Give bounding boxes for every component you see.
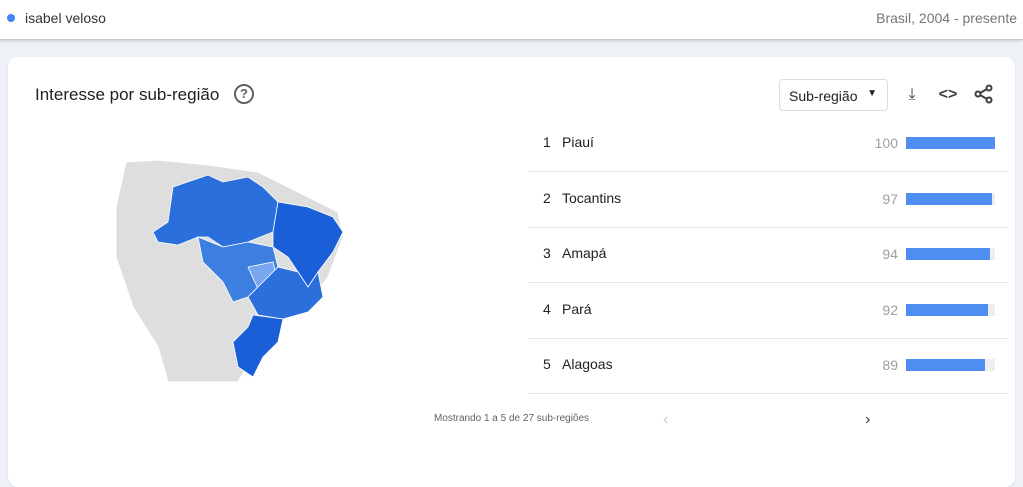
caret-down-icon: ▼ xyxy=(867,88,877,99)
row-rank: 5 xyxy=(543,356,551,372)
region-row[interactable]: 5 Alagoas 89 xyxy=(528,338,1008,394)
region-row[interactable]: 2 Tocantins 97 xyxy=(528,172,1008,228)
row-region-name: Piauí xyxy=(562,134,594,150)
share-icon[interactable] xyxy=(973,84,995,106)
top-bar: isabel veloso Brasil, 2004 - presente xyxy=(0,0,1023,40)
row-bar-fill xyxy=(906,192,993,205)
region-interest-card: Interesse por sub-região ? Sub-região ▼ ⤓… xyxy=(8,57,1015,487)
row-bar-fill xyxy=(906,359,986,371)
previous-page-icon[interactable]: ‹ xyxy=(663,411,669,428)
resolution-dropdown[interactable]: Sub-região ▼ xyxy=(779,79,888,111)
map-region-south[interactable] xyxy=(232,314,284,378)
row-rank: 2 xyxy=(543,189,551,206)
download-icon[interactable]: ⤓ xyxy=(908,86,916,103)
region-row[interactable]: 4 Pará 92 xyxy=(528,283,1008,339)
term-color-dot xyxy=(7,14,15,22)
embed-icon[interactable]: <> xyxy=(938,86,958,103)
row-rank: 1 xyxy=(543,134,551,150)
row-bar-fill xyxy=(906,248,990,260)
row-bar-track xyxy=(906,303,995,316)
row-bar-track xyxy=(906,248,995,260)
map-region-southeast[interactable] xyxy=(247,266,324,320)
row-value: 97 xyxy=(882,190,898,207)
row-region-name: Tocantins xyxy=(562,189,622,206)
brazil-map[interactable] xyxy=(108,152,368,392)
row-value: 89 xyxy=(882,357,898,373)
dropdown-label: Sub-região xyxy=(789,88,858,104)
row-bar-track xyxy=(906,192,995,205)
row-bar-track xyxy=(906,137,995,149)
pagination-text: Mostrando 1 a 5 de 27 sub-regiões xyxy=(433,413,590,424)
row-rank: 3 xyxy=(543,245,551,261)
card-title: Interesse por sub-região xyxy=(35,85,220,104)
row-value: 100 xyxy=(874,135,898,151)
row-value: 92 xyxy=(882,301,898,318)
row-bar-fill xyxy=(906,137,995,149)
help-icon[interactable]: ? xyxy=(234,84,254,104)
row-region-name: Alagoas xyxy=(562,356,613,372)
region-row[interactable]: 3 Amapá 94 xyxy=(528,227,1008,283)
search-term[interactable]: isabel veloso xyxy=(25,10,106,26)
row-rank: 4 xyxy=(543,300,551,317)
scope-label: Brasil, 2004 - presente xyxy=(876,10,1017,26)
row-region-name: Amapá xyxy=(562,245,607,261)
row-value: 94 xyxy=(882,246,898,262)
next-page-icon[interactable]: › xyxy=(865,411,871,428)
row-bar-track xyxy=(906,359,995,371)
region-row[interactable]: 1 Piauí 100 xyxy=(528,116,1008,172)
row-region-name: Pará xyxy=(562,300,592,317)
row-bar-fill xyxy=(906,303,988,316)
